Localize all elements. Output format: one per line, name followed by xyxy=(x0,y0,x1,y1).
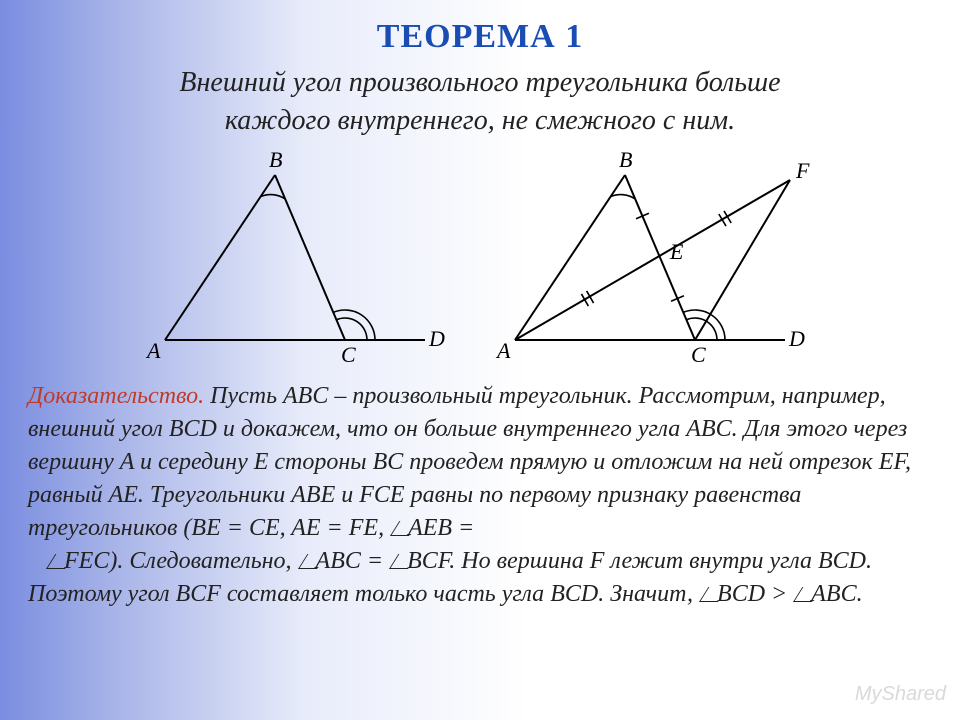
svg-text:B: B xyxy=(619,150,632,172)
t: > xyxy=(765,581,793,607)
sym: AE xyxy=(291,515,320,541)
svg-text:C: C xyxy=(341,342,356,367)
t: и докажем, что он больше внутреннего угл… xyxy=(217,416,686,442)
t: = xyxy=(221,515,249,541)
sym: BCD xyxy=(169,416,217,442)
angle-icon xyxy=(46,555,64,569)
svg-text:F: F xyxy=(795,158,810,183)
figure-right: A B C D E F xyxy=(485,150,825,370)
theorem-line2: каждого внутреннего, не смежного с ним. xyxy=(225,105,735,136)
t: . xyxy=(857,581,863,607)
svg-text:A: A xyxy=(145,338,161,363)
t: = xyxy=(361,548,389,574)
sym: ABC xyxy=(811,581,856,607)
svg-text:D: D xyxy=(428,326,445,351)
sym: EF xyxy=(879,449,905,475)
sym: AEB xyxy=(408,515,452,541)
theorem-statement: Внешний угол произвольного треугольника … xyxy=(50,64,910,140)
page-title: ТЕОРЕМА 1 xyxy=(0,0,960,56)
t: = xyxy=(452,515,474,541)
svg-text:A: A xyxy=(495,338,511,363)
sym: BCD xyxy=(818,548,866,574)
t: составляет только часть угла xyxy=(221,581,550,607)
proof-lead: Доказательство. xyxy=(28,383,204,409)
sym: ABC xyxy=(686,416,731,442)
sym: ABC xyxy=(283,383,328,409)
angle-icon xyxy=(389,555,407,569)
sym: BC xyxy=(373,449,404,475)
sym: ABE xyxy=(291,482,335,508)
watermark: MyShared xyxy=(855,683,946,706)
t: и xyxy=(335,482,359,508)
angle-icon xyxy=(390,522,408,536)
t: , xyxy=(378,515,390,541)
sym: BCD xyxy=(717,581,765,607)
t: Пусть xyxy=(204,383,283,409)
sym: AE xyxy=(109,482,138,508)
sym: BE xyxy=(191,515,220,541)
angle-icon xyxy=(793,588,811,602)
t: . Значит, xyxy=(598,581,699,607)
t: ). Следовательно, xyxy=(109,548,297,574)
angle-icon xyxy=(699,588,717,602)
t: , xyxy=(280,515,292,541)
t: . Треугольники xyxy=(138,482,291,508)
sym: F xyxy=(590,548,605,574)
sym: FCE xyxy=(359,482,404,508)
svg-text:E: E xyxy=(669,239,684,264)
svg-text:D: D xyxy=(788,326,805,351)
svg-text:B: B xyxy=(269,150,282,172)
sym: CE xyxy=(249,515,280,541)
proof-text: Доказательство. Пусть ABC – произвольный… xyxy=(28,380,932,612)
sym: BCF xyxy=(176,581,221,607)
figures-row: A B C D A B C D E F xyxy=(0,150,960,370)
t: проведем прямую и отложим на ней отрезок xyxy=(403,449,879,475)
sym: BCF xyxy=(407,548,449,574)
sym: FEC xyxy=(64,548,109,574)
sym: ABC xyxy=(316,548,361,574)
t: лежит внутри угла xyxy=(604,548,818,574)
theorem-line1: Внешний угол произвольного треугольника … xyxy=(179,67,780,98)
t: = xyxy=(321,515,349,541)
angle-icon xyxy=(298,555,316,569)
t: . Но вершина xyxy=(449,548,589,574)
sym: FE xyxy=(349,515,378,541)
sym: A xyxy=(120,449,134,475)
sym: BCD xyxy=(550,581,598,607)
svg-text:C: C xyxy=(691,342,706,367)
sym: E xyxy=(254,449,269,475)
t: и середину xyxy=(134,449,254,475)
figure-left: A B C D xyxy=(135,150,445,370)
t: стороны xyxy=(268,449,372,475)
